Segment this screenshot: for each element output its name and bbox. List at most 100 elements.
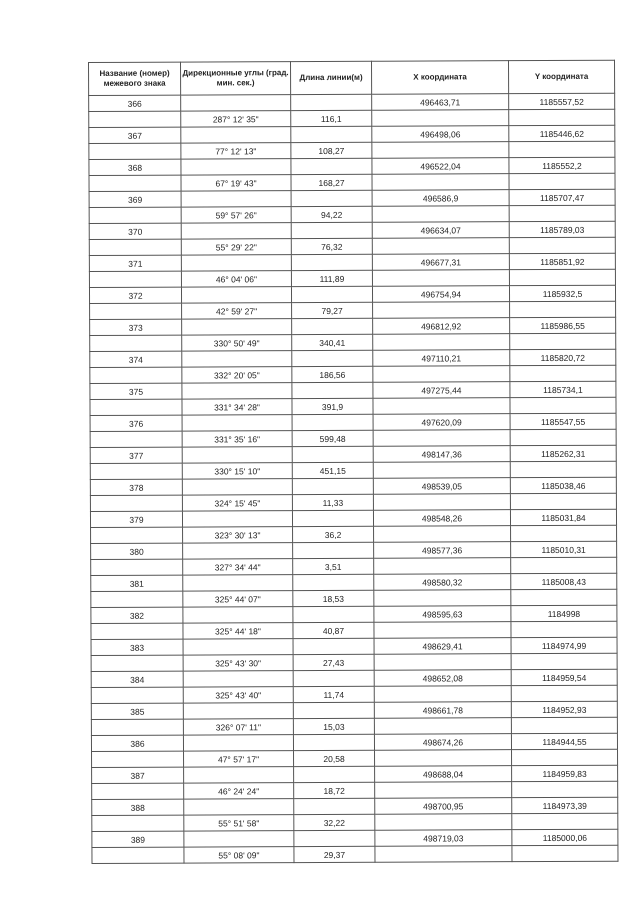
empty-cell xyxy=(182,542,293,560)
empty-cell xyxy=(291,350,373,367)
point-name: 382 xyxy=(90,607,183,624)
point-name: 373 xyxy=(89,319,182,336)
x-coordinate: 498700,95 xyxy=(374,797,512,815)
y-coordinate: 1185707,47 xyxy=(509,189,616,206)
y-coordinate: 1185262,31 xyxy=(510,445,617,462)
point-name: 381 xyxy=(90,575,183,592)
y-coordinate: 1184998 xyxy=(510,605,617,622)
y-coordinate: 1184944,55 xyxy=(511,733,618,750)
empty-cell xyxy=(374,717,512,735)
segment-row: 55° 08' 09" 29,37 xyxy=(91,845,618,864)
direction-angle: 330° 15' 10" xyxy=(182,462,293,480)
empty-cell xyxy=(182,574,293,592)
empty-cell xyxy=(88,111,181,128)
y-coordinate: 1185789,03 xyxy=(509,221,616,238)
empty-cell xyxy=(371,141,509,159)
direction-angle: 77° 12' 13" xyxy=(180,142,291,160)
empty-cell xyxy=(180,94,291,112)
empty-cell xyxy=(90,527,183,544)
empty-cell xyxy=(510,557,617,574)
x-coordinate: 497620,09 xyxy=(373,413,511,431)
y-coordinate: 1185932,5 xyxy=(509,285,616,302)
direction-angle: 55° 29' 22" xyxy=(181,238,292,256)
line-length: 36,2 xyxy=(292,526,374,543)
empty-cell xyxy=(291,190,373,207)
y-coordinate: 1184973,39 xyxy=(511,797,618,814)
table-body: 366 496463,71 1185557,52 287° 12' 35" 116,1 3… xyxy=(88,93,618,864)
point-name: 385 xyxy=(91,703,184,720)
point-name: 374 xyxy=(89,351,182,368)
line-length: 451,15 xyxy=(292,462,374,479)
y-coordinate: 1184952,93 xyxy=(511,701,618,718)
empty-cell xyxy=(511,653,618,670)
point-name: 375 xyxy=(89,383,182,400)
y-coordinate: 1185010,31 xyxy=(510,541,617,558)
empty-cell xyxy=(89,207,182,224)
empty-cell xyxy=(91,687,184,704)
point-name: 384 xyxy=(91,671,184,688)
point-name: 368 xyxy=(88,159,181,176)
direction-angle: 46° 24' 24" xyxy=(183,782,294,800)
point-name: 379 xyxy=(90,511,183,528)
empty-cell xyxy=(372,365,510,383)
empty-cell xyxy=(374,685,512,703)
empty-cell xyxy=(293,766,375,783)
line-length: 111,89 xyxy=(291,270,373,287)
empty-cell xyxy=(511,749,618,766)
empty-cell xyxy=(510,621,618,638)
empty-cell xyxy=(291,222,373,239)
x-coordinate: 496677,31 xyxy=(372,253,510,271)
empty-cell xyxy=(291,286,373,303)
empty-cell xyxy=(91,783,184,800)
empty-cell xyxy=(89,271,182,288)
y-coordinate: 1185734,1 xyxy=(509,381,616,398)
line-length: 94,22 xyxy=(291,206,373,223)
empty-cell xyxy=(373,525,511,543)
empty-cell xyxy=(91,847,184,864)
empty-cell xyxy=(372,205,510,223)
empty-cell xyxy=(371,173,510,191)
empty-cell xyxy=(372,301,510,319)
empty-cell xyxy=(374,813,512,831)
empty-cell xyxy=(90,431,183,448)
empty-cell xyxy=(371,109,509,127)
point-name: 372 xyxy=(89,287,182,304)
x-coordinate: 498577,36 xyxy=(373,541,511,559)
direction-angle: 331° 35' 16" xyxy=(182,430,293,448)
empty-cell xyxy=(90,591,183,608)
direction-angle: 42° 59' 27" xyxy=(181,302,292,320)
empty-cell xyxy=(509,333,616,350)
empty-cell xyxy=(89,335,182,352)
direction-angle: 327° 34' 44" xyxy=(182,558,293,576)
empty-cell xyxy=(292,510,374,527)
direction-angle: 323° 30' 13" xyxy=(182,526,293,544)
direction-angle: 331° 34' 28" xyxy=(181,398,293,416)
y-coordinate: 1185031,84 xyxy=(510,509,617,526)
direction-angle: 330° 50' 49" xyxy=(181,334,292,352)
empty-cell xyxy=(374,653,512,671)
x-coordinate: 498719,03 xyxy=(374,829,512,847)
empty-cell xyxy=(183,830,294,848)
header-y-coordinate: Y координата xyxy=(508,60,615,94)
x-coordinate: 498688,04 xyxy=(374,765,512,783)
point-name: 366 xyxy=(88,95,181,112)
direction-angle: 325° 44' 18" xyxy=(182,622,294,640)
empty-cell xyxy=(509,365,616,382)
empty-cell xyxy=(292,446,374,463)
empty-cell xyxy=(508,141,615,158)
empty-cell xyxy=(292,574,374,591)
point-name: 367 xyxy=(88,127,181,144)
y-coordinate: 1185552,2 xyxy=(508,157,615,174)
empty-cell xyxy=(374,749,512,767)
x-coordinate: 498147,36 xyxy=(373,445,511,463)
empty-cell xyxy=(372,397,511,415)
empty-cell xyxy=(373,557,511,575)
empty-cell xyxy=(509,205,616,222)
line-length: 3,51 xyxy=(292,558,374,575)
point-name: 389 xyxy=(91,831,184,848)
x-coordinate: 498674,26 xyxy=(374,733,512,751)
y-coordinate: 1184959,54 xyxy=(511,669,618,686)
empty-cell xyxy=(181,382,292,400)
y-coordinate: 1184974,99 xyxy=(511,637,618,654)
empty-cell xyxy=(293,670,375,687)
